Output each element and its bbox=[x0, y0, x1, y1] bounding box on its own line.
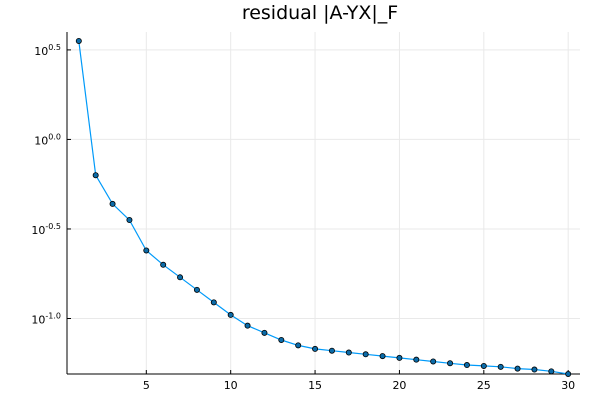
y-tick-label: 10-1.0 bbox=[31, 311, 61, 326]
data-point bbox=[379, 353, 386, 360]
data-point bbox=[244, 322, 251, 329]
y-tick-exponent: -1.0 bbox=[45, 311, 61, 320]
x-tick-label: 20 bbox=[392, 379, 406, 392]
data-point bbox=[514, 365, 521, 372]
y-tick-label: 10-0.5 bbox=[31, 222, 61, 237]
data-point bbox=[430, 358, 437, 365]
data-point bbox=[463, 362, 470, 369]
y-tick-exponent: 0.0 bbox=[48, 132, 61, 141]
data-point bbox=[565, 370, 572, 377]
data-point bbox=[362, 351, 369, 358]
data-point bbox=[143, 247, 150, 254]
data-point bbox=[497, 363, 504, 370]
data-point bbox=[531, 366, 538, 373]
data-point bbox=[160, 261, 167, 268]
y-tick-label: 100.0 bbox=[34, 132, 61, 147]
data-point bbox=[261, 329, 268, 336]
data-point bbox=[413, 356, 420, 363]
data-point bbox=[193, 286, 200, 293]
data-point bbox=[312, 345, 319, 352]
axes bbox=[66, 32, 580, 375]
x-tick-labels: 5 10 15 20 25 30 bbox=[143, 379, 575, 392]
data-point bbox=[92, 172, 99, 179]
data-point bbox=[480, 362, 487, 369]
data-point bbox=[345, 349, 352, 356]
y-tick-exponent: -0.5 bbox=[45, 222, 61, 231]
x-tick-label: 25 bbox=[477, 379, 491, 392]
x-tick-label: 5 bbox=[143, 379, 150, 392]
y-tick-base: 10 bbox=[31, 313, 45, 326]
data-point bbox=[126, 217, 133, 224]
x-tick-label: 15 bbox=[308, 379, 322, 392]
series-line bbox=[78, 40, 569, 375]
y-tick-base: 10 bbox=[34, 134, 48, 147]
x-tick-label: 10 bbox=[224, 379, 238, 392]
data-point bbox=[177, 274, 184, 281]
y-tick-base: 10 bbox=[31, 224, 45, 237]
grid bbox=[67, 32, 580, 374]
y-tick-label: 100.5 bbox=[34, 43, 61, 58]
data-point bbox=[109, 200, 116, 207]
data-point bbox=[447, 360, 454, 367]
data-point bbox=[328, 347, 335, 354]
data-point bbox=[227, 311, 234, 318]
data-point bbox=[548, 368, 555, 375]
x-tick-label: 30 bbox=[561, 379, 575, 392]
data-point bbox=[278, 336, 285, 343]
series bbox=[75, 37, 572, 377]
data-point bbox=[295, 342, 302, 349]
data-point bbox=[75, 37, 82, 44]
y-tick-exponent: 0.5 bbox=[48, 43, 61, 52]
data-point bbox=[396, 354, 403, 361]
y-tick-base: 10 bbox=[34, 45, 48, 58]
data-point bbox=[210, 299, 217, 306]
chart-title: residual |A-YX|_F bbox=[242, 2, 398, 24]
